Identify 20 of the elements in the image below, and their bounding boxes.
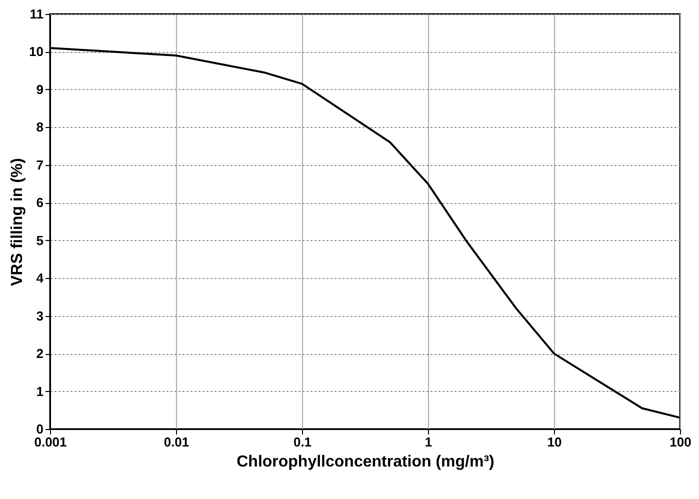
x-tick-label: 100 bbox=[670, 434, 692, 450]
y-tick-label: 7 bbox=[36, 157, 44, 172]
y-tick-label: 3 bbox=[36, 308, 44, 324]
y-tick-label: 10 bbox=[29, 44, 44, 60]
x-tick-label: 0.1 bbox=[293, 434, 312, 450]
y-tick-label: 5 bbox=[36, 232, 44, 248]
x-tick-label: 0.001 bbox=[34, 434, 67, 450]
x-tick-label: 10 bbox=[547, 434, 562, 450]
x-axis-title: Chlorophyllconcentration (mg/m³) bbox=[236, 454, 494, 470]
y-tick-label: 2 bbox=[36, 346, 44, 362]
y-tick-label: 11 bbox=[30, 6, 44, 22]
x-tick-label: 0.01 bbox=[164, 434, 190, 450]
y-tick-label: 9 bbox=[36, 82, 44, 97]
y-axis-title: VRS filling in (%) bbox=[9, 158, 26, 286]
y-tick-label: 6 bbox=[36, 195, 44, 210]
y-tick-label: 0 bbox=[36, 422, 44, 436]
y-tick-label: 8 bbox=[36, 120, 44, 135]
y-tick-label: 1 bbox=[36, 384, 44, 399]
y-tick-label: 4 bbox=[36, 270, 44, 286]
x-tick-label: 1 bbox=[424, 434, 432, 450]
